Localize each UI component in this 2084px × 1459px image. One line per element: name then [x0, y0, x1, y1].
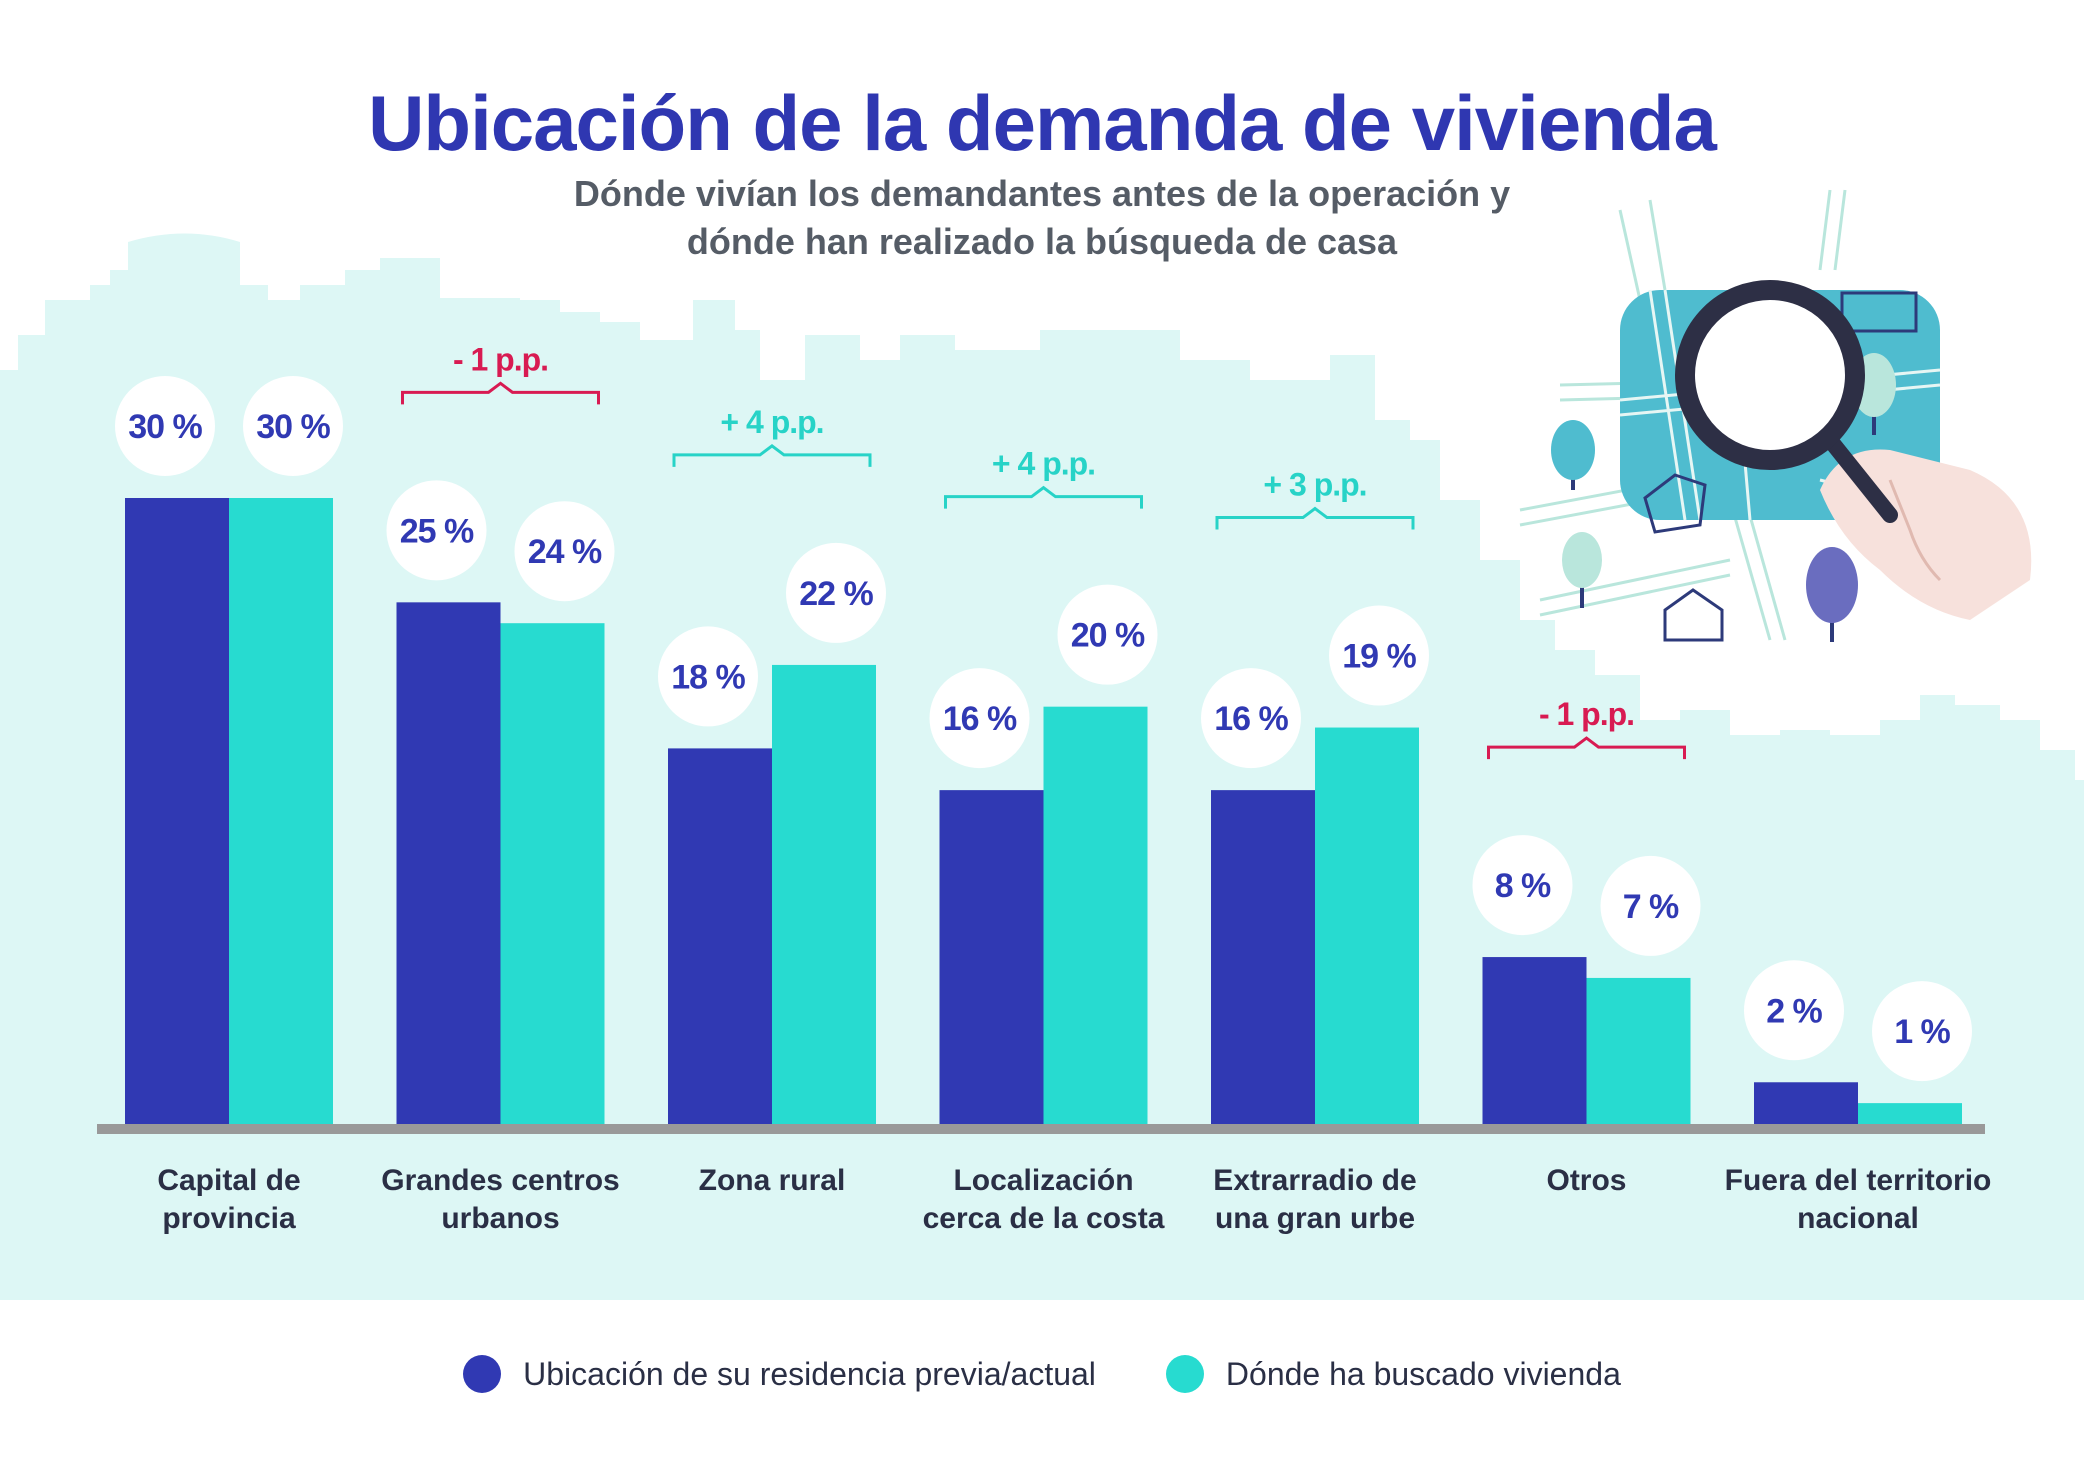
bar-searched — [772, 664, 876, 1124]
data-label-bubble — [1744, 960, 1844, 1061]
data-label: 24 % — [528, 533, 602, 571]
legend-item-previous: Ubicación de su residencia previa/actual — [463, 1355, 1096, 1393]
bar-previous — [1754, 1082, 1858, 1124]
difference-bracket — [1215, 506, 1415, 530]
data-label-bubble — [514, 501, 615, 602]
data-label: 16 % — [1214, 700, 1288, 738]
bar-previous — [939, 790, 1044, 1124]
category-label-line: cerca de la costa — [922, 1202, 1165, 1235]
category-label-line: nacional — [1797, 1202, 1919, 1235]
legend-label-searched: Dónde ha buscado vivienda — [1225, 1355, 1621, 1392]
bar-previous — [396, 602, 501, 1124]
data-label: 18 % — [671, 658, 745, 696]
bar-searched — [229, 498, 333, 1124]
data-label-bubble — [1600, 855, 1701, 956]
legend: Ubicación de su residencia previa/actual… — [0, 1355, 2084, 1393]
category-label: Localización cerca de la costa — [894, 1162, 1194, 1238]
bar-searched — [1043, 706, 1148, 1124]
bar-previous — [668, 748, 772, 1124]
bar-searched — [500, 623, 605, 1124]
data-label: 22 % — [799, 575, 873, 613]
data-label: 30 % — [256, 408, 330, 446]
tree-icon — [1551, 420, 1595, 490]
data-label: 8 % — [1495, 867, 1551, 905]
category-label-line: provincia — [162, 1202, 296, 1235]
difference-label: - 1 p.p. — [453, 341, 548, 377]
data-label-bubble — [1329, 605, 1429, 706]
legend-item-searched: Dónde ha buscado vivienda — [1165, 1355, 1621, 1393]
subtitle-line-2: dónde han realizado la búsqueda de casa — [686, 221, 1398, 262]
bar-searched — [1586, 977, 1691, 1124]
category-label-line: urbanos — [441, 1202, 560, 1235]
data-label: 2 % — [1766, 992, 1822, 1030]
data-label-bubble — [243, 376, 343, 476]
category-label-line: Capital de — [157, 1164, 301, 1197]
data-label-bubble — [929, 668, 1030, 769]
chart-title: Ubicación de la demanda de vivienda — [368, 79, 1717, 167]
difference-label: + 4 p.p. — [992, 446, 1095, 482]
data-label-bubble — [1201, 668, 1301, 769]
category-label-line: una gran urbe — [1214, 1202, 1416, 1235]
category-label-line: Extrarradio de — [1213, 1164, 1417, 1197]
subtitle-line-1: Dónde vivían los demandantes antes de la… — [573, 173, 1511, 214]
category-label-line: Localización — [953, 1164, 1134, 1197]
data-label-bubble — [1472, 835, 1573, 936]
difference-label: - 1 p.p. — [1539, 696, 1634, 732]
bar-searched — [1858, 1103, 1962, 1124]
data-label: 7 % — [1623, 888, 1679, 926]
category-label-line: Zona rural — [698, 1164, 846, 1197]
legend-swatch-searched — [1165, 1355, 1204, 1393]
bar-previous — [125, 498, 229, 1124]
data-label: 16 % — [943, 700, 1017, 738]
category-label: Grandes centros urbanos — [351, 1162, 651, 1238]
data-label-bubble — [115, 376, 215, 476]
category-label: Extrarradio de una gran urbe — [1165, 1162, 1465, 1238]
category-label-line: Fuera del territorio — [1724, 1164, 1992, 1197]
data-label-bubble — [1057, 584, 1158, 685]
x-axis-line — [97, 1124, 1985, 1134]
bar-searched — [1315, 727, 1419, 1124]
category-label-line: Otros — [1546, 1164, 1627, 1197]
bar-previous — [1482, 957, 1587, 1124]
data-label: 19 % — [1342, 638, 1416, 676]
legend-label-previous: Ubicación de su residencia previa/actual — [523, 1355, 1096, 1392]
difference-bracket — [401, 381, 600, 405]
data-label-bubble — [386, 480, 487, 581]
tree-icon — [1806, 547, 1858, 642]
difference-label: + 4 p.p. — [720, 404, 823, 440]
data-label-bubble — [786, 542, 886, 643]
data-label: 20 % — [1071, 617, 1145, 655]
data-label: 1 % — [1894, 1013, 1950, 1051]
data-label-bubble — [1872, 981, 1972, 1082]
category-label-line: Grandes centros — [381, 1164, 620, 1197]
data-label: 25 % — [400, 512, 474, 550]
magnifier-map-illustration — [1519, 189, 2032, 642]
legend-swatch-previous — [463, 1355, 502, 1393]
difference-bracket — [944, 485, 1143, 509]
bar-previous — [1211, 790, 1315, 1124]
data-label: 30 % — [128, 408, 202, 446]
difference-label: + 3 p.p. — [1263, 467, 1366, 503]
category-label: Capital de provincia — [79, 1162, 379, 1238]
difference-bracket — [1487, 736, 1686, 760]
category-label: Fuera del territorio nacional — [1708, 1162, 2008, 1238]
category-label: Zona rural — [622, 1162, 922, 1200]
tree-icon — [1562, 532, 1602, 608]
category-label: Otros — [1437, 1162, 1737, 1200]
data-label-bubble — [658, 626, 758, 727]
difference-bracket — [672, 444, 872, 467]
chart-subtitle: Dónde vivían los demandantes antes de la… — [392, 170, 1692, 266]
